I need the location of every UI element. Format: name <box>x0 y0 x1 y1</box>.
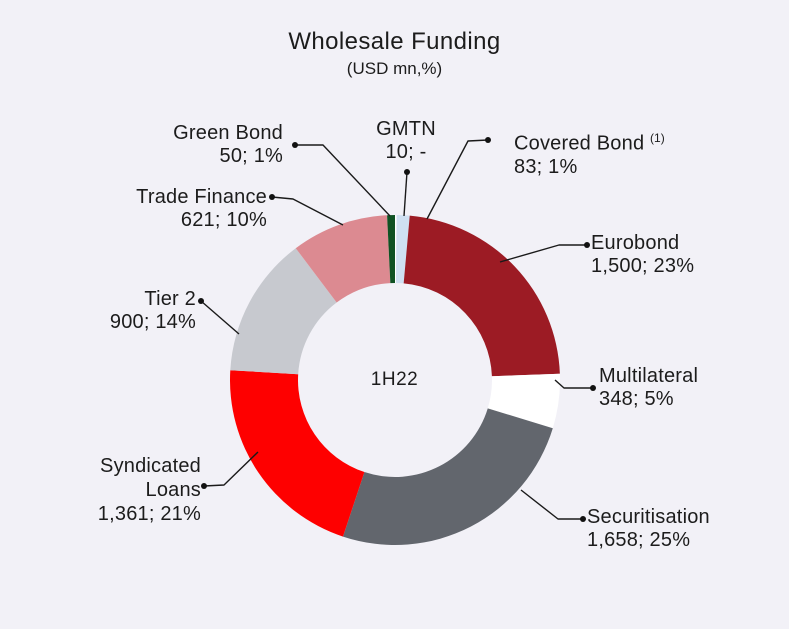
slice-securitisation <box>342 408 553 545</box>
donut-slices <box>230 215 561 545</box>
slice-label-securitisation: Securitisation <box>587 506 710 528</box>
slice-covered-bond <box>395 215 410 284</box>
leader-dot-green-bond <box>292 142 298 148</box>
leader-lines <box>198 137 596 522</box>
leader-dot-gmtn <box>404 169 410 175</box>
slice-eurobond <box>403 215 560 377</box>
leader-dot-trade-finance <box>269 194 275 200</box>
slice-syndicated-loans <box>230 370 365 537</box>
callout-securitisation: Securitisation 1,658; 25% <box>587 506 710 552</box>
leader-dot-covered-bond <box>485 137 491 143</box>
slice-label-multilateral: Multilateral <box>599 365 699 387</box>
slice-multilateral <box>487 373 561 429</box>
leader-green-bond <box>295 144 391 217</box>
slice-green-bond <box>387 215 395 284</box>
leader-covered-bond <box>426 139 489 220</box>
slice-label-covered-bond-text: Covered Bond <box>514 132 645 155</box>
leader-eurobond <box>499 244 587 263</box>
leader-tier-2 <box>200 300 240 335</box>
slice-trade-finance <box>295 215 391 303</box>
chart-subtitle: (USD mn,%) <box>346 59 443 78</box>
slice-label-covered-bond: Covered Bond (1) <box>514 127 665 156</box>
leader-dot-securitisation <box>580 516 586 522</box>
slice-value-covered-bond: 83; 1% <box>514 155 578 178</box>
slice-label-eurobond: Eurobond <box>591 232 680 254</box>
leader-dot-multilateral <box>590 385 596 391</box>
slice-gmtn <box>395 215 397 284</box>
slice-value-eurobond: 1,500; 23% <box>591 255 695 277</box>
leader-multilateral <box>554 379 593 389</box>
callout-gmtn: GMTN 10; - <box>356 118 456 164</box>
slice-label-trade-finance: Trade Finance <box>136 186 267 208</box>
donut-center-label: 1H22 <box>370 369 419 390</box>
slice-value-trade-finance: 621; 10% <box>180 209 267 231</box>
callout-trade-finance: Trade Finance 621; 10% <box>136 186 267 232</box>
leader-trade-finance <box>271 196 344 226</box>
slice-value-green-bond: 50; 1% <box>219 145 283 167</box>
slice-value-syndicated-loans: 1,361; 21% <box>97 503 201 525</box>
leader-securitisation <box>520 489 583 520</box>
callout-tier-2: Tier 2 900; 14% <box>110 288 196 334</box>
leader-dot-tier-2 <box>198 298 204 304</box>
callout-multilateral: Multilateral 348; 5% <box>599 365 698 411</box>
callout-syndicated-loans: Syndicated Loans 1,361; 21% <box>76 454 201 526</box>
slice-value-tier-2: 900; 14% <box>109 311 196 333</box>
leader-gmtn <box>403 171 408 217</box>
chart-title: Wholesale Funding <box>288 28 501 55</box>
leader-syndicated-loans <box>203 451 259 487</box>
slice-value-gmtn: 10; - <box>385 141 427 163</box>
slice-tier-2 <box>230 248 337 375</box>
callout-green-bond: Green Bond 50; 1% <box>173 122 283 168</box>
slice-value-securitisation: 1,658; 25% <box>587 529 691 551</box>
slice-label-tier-2: Tier 2 <box>144 288 196 310</box>
footnote-marker: (1) <box>650 131 665 145</box>
callout-covered-bond: Covered Bond (1) 83; 1% <box>514 127 665 179</box>
slice-value-multilateral: 348; 5% <box>599 388 674 410</box>
slice-label-green-bond: Green Bond <box>173 122 283 144</box>
leader-dot-syndicated-loans <box>201 483 207 489</box>
slice-label-gmtn: GMTN <box>376 118 436 140</box>
leader-dot-eurobond <box>584 242 590 248</box>
callout-eurobond: Eurobond 1,500; 23% <box>591 232 694 278</box>
slice-label-syndicated-loans: Syndicated Loans <box>100 455 201 501</box>
